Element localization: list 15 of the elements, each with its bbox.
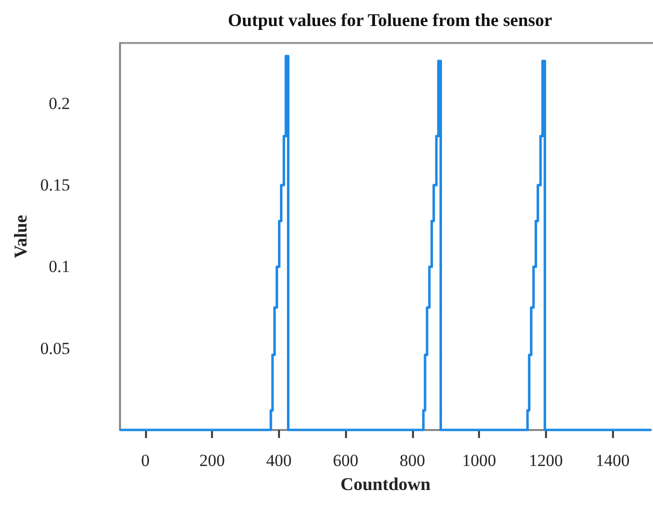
x-tick-label: 0 (141, 451, 150, 470)
x-tick-label: 200 (199, 451, 225, 470)
chart-title: Output values for Toluene from the sensor (228, 10, 552, 30)
x-tick-label: 400 (266, 451, 292, 470)
x-tick-label: 1200 (528, 451, 563, 470)
x-tick-label: 600 (332, 451, 358, 470)
x-tick-label: 1400 (596, 451, 630, 470)
y-axis-title: Value (10, 214, 30, 258)
y-tick-label: 0.15 (40, 176, 70, 195)
x-tick-label: 1000 (462, 451, 496, 470)
y-tick-label: 0.2 (48, 94, 70, 113)
x-tick-label: 800 (400, 451, 426, 470)
x-axis-title: Countdown (340, 474, 431, 494)
y-tick-label: 0.05 (40, 338, 70, 358)
y-tick-label: 0.1 (48, 257, 70, 276)
